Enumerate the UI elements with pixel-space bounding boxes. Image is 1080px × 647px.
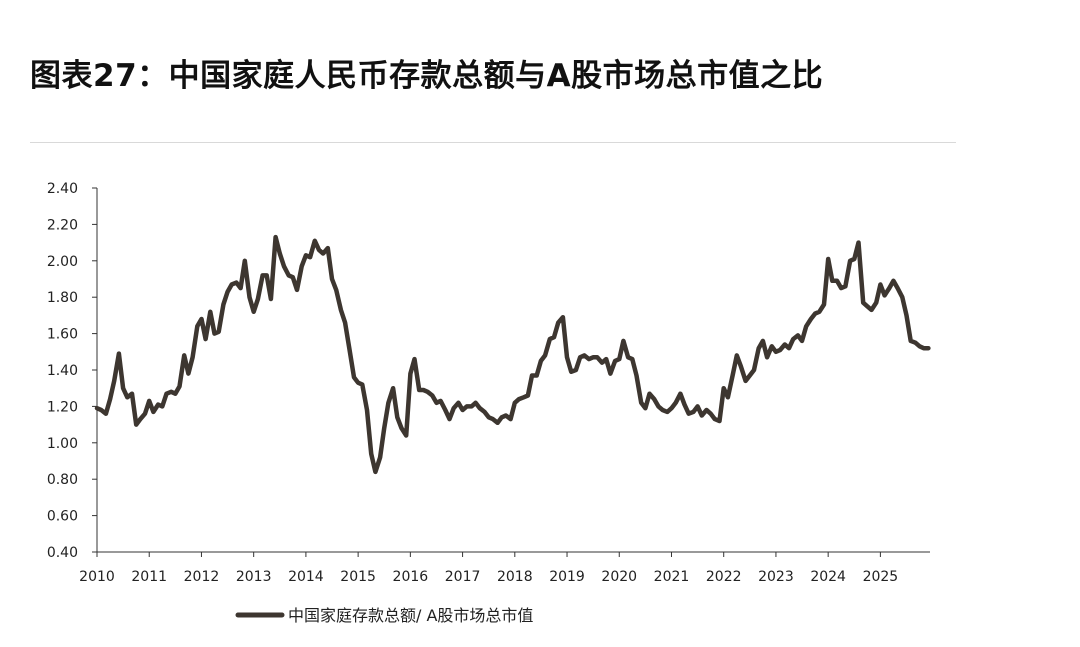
- y-tick-label: 2.00: [47, 254, 78, 270]
- x-tick-label: 2010: [79, 569, 115, 585]
- y-tick-label: 1.00: [47, 436, 78, 452]
- x-axis: 2010 2011 2012 2013 2014 2015 2016 2017 2018 2019…: [79, 551, 930, 585]
- x-tick-label: 2015: [340, 569, 376, 585]
- legend-label: 中国家庭存款总额/ A股市场总市值: [288, 606, 533, 625]
- y-tick-label: 1.20: [47, 399, 78, 415]
- y-tick-label: 2.20: [47, 217, 78, 233]
- y-tick-label: 1.40: [47, 363, 78, 379]
- x-tick-label: 2025: [863, 569, 899, 585]
- series-layer: [94, 234, 931, 475]
- series-line-0: [94, 234, 931, 475]
- x-tick-label: 2020: [601, 569, 637, 585]
- y-tick-label: 2.40: [47, 181, 78, 197]
- chart-title: 图表27：中国家庭人民币存款总额与A股市场总市值之比: [30, 58, 824, 94]
- x-tick-label: 2011: [131, 569, 167, 585]
- title-divider: [30, 142, 956, 143]
- y-tick-label: 0.80: [47, 472, 78, 488]
- x-tick-label: 2016: [393, 569, 429, 585]
- x-tick-label: 2024: [810, 569, 846, 585]
- y-tick-label: 1.80: [47, 290, 78, 306]
- y-tick-label: 1.60: [47, 327, 78, 343]
- x-tick-label: 2018: [497, 569, 533, 585]
- y-tick-label: 0.60: [47, 509, 78, 525]
- x-tick-label: 2022: [706, 569, 742, 585]
- x-tick-label: 2012: [184, 569, 220, 585]
- y-axis: 0.40 0.60 0.80 1.00 1.20 1.40 1.60 1.80 2.00 2.20…: [47, 181, 98, 561]
- x-tick-label: 2013: [236, 569, 272, 585]
- x-tick-label: 2021: [654, 569, 690, 585]
- x-tick-label: 2017: [445, 569, 481, 585]
- y-tick-label: 0.40: [47, 545, 78, 561]
- x-tick-label: 2023: [758, 569, 794, 585]
- x-tick-label: 2019: [549, 569, 585, 585]
- legend: 中国家庭存款总额/ A股市场总市值: [235, 606, 533, 625]
- x-tick-label: 2014: [288, 569, 324, 585]
